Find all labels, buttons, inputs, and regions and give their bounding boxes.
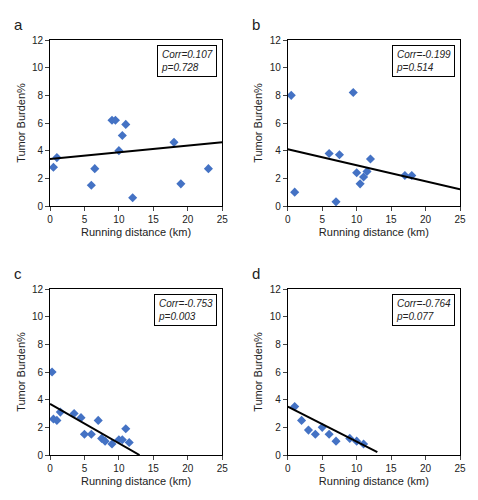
svg-text:5: 5 bbox=[82, 214, 88, 225]
svg-text:Tumor Burden%: Tumor Burden% bbox=[252, 332, 264, 412]
svg-text:25: 25 bbox=[217, 463, 229, 474]
svg-text:a: a bbox=[14, 16, 23, 33]
svg-text:2: 2 bbox=[275, 422, 281, 433]
svg-text:Corr=-0.753p=0.003: Corr=-0.753p=0.003 bbox=[158, 298, 213, 322]
svg-text:12: 12 bbox=[32, 35, 44, 46]
svg-text:Running distance (km): Running distance (km) bbox=[319, 475, 429, 487]
svg-text:Corr=0.107p=0.728: Corr=0.107p=0.728 bbox=[161, 49, 213, 73]
svg-text:25: 25 bbox=[454, 463, 466, 474]
svg-text:0: 0 bbox=[275, 450, 281, 461]
svg-text:Running distance (km): Running distance (km) bbox=[81, 226, 191, 238]
svg-text:0: 0 bbox=[37, 201, 43, 212]
svg-text:20: 20 bbox=[182, 214, 194, 225]
svg-text:8: 8 bbox=[37, 90, 43, 101]
svg-text:10: 10 bbox=[32, 311, 44, 322]
svg-text:0: 0 bbox=[285, 463, 291, 474]
svg-text:10: 10 bbox=[270, 311, 282, 322]
svg-text:12: 12 bbox=[270, 284, 282, 295]
svg-text:20: 20 bbox=[182, 463, 194, 474]
svg-text:20: 20 bbox=[420, 463, 432, 474]
svg-text:6: 6 bbox=[275, 118, 281, 129]
svg-text:25: 25 bbox=[454, 214, 466, 225]
svg-text:5: 5 bbox=[319, 463, 325, 474]
svg-text:4: 4 bbox=[275, 394, 281, 405]
svg-text:15: 15 bbox=[386, 214, 398, 225]
svg-text:15: 15 bbox=[148, 214, 160, 225]
svg-text:12: 12 bbox=[270, 35, 282, 46]
svg-text:0: 0 bbox=[47, 214, 53, 225]
svg-text:5: 5 bbox=[319, 214, 325, 225]
svg-text:0: 0 bbox=[37, 450, 43, 461]
svg-text:4: 4 bbox=[37, 145, 43, 156]
svg-text:6: 6 bbox=[37, 118, 43, 129]
svg-text:10: 10 bbox=[32, 62, 44, 73]
svg-text:d: d bbox=[252, 265, 260, 282]
svg-text:Tumor Burden%: Tumor Burden% bbox=[15, 332, 27, 412]
svg-text:20: 20 bbox=[420, 214, 432, 225]
svg-text:5: 5 bbox=[82, 463, 88, 474]
svg-text:0: 0 bbox=[47, 463, 53, 474]
svg-text:Corr=-0.199p=0.514: Corr=-0.199p=0.514 bbox=[396, 49, 451, 73]
svg-text:Tumor Burden%: Tumor Burden% bbox=[252, 83, 264, 163]
svg-text:0: 0 bbox=[275, 201, 281, 212]
svg-text:10: 10 bbox=[113, 463, 125, 474]
svg-text:6: 6 bbox=[37, 367, 43, 378]
svg-text:8: 8 bbox=[275, 339, 281, 350]
svg-text:15: 15 bbox=[386, 463, 398, 474]
svg-text:Tumor Burden%: Tumor Burden% bbox=[15, 83, 27, 163]
svg-text:8: 8 bbox=[37, 339, 43, 350]
svg-text:Running distance (km): Running distance (km) bbox=[81, 475, 191, 487]
svg-text:4: 4 bbox=[275, 145, 281, 156]
svg-text:10: 10 bbox=[113, 214, 125, 225]
svg-text:2: 2 bbox=[37, 422, 43, 433]
svg-text:Corr=-0.764p=0.077: Corr=-0.764p=0.077 bbox=[396, 298, 451, 322]
svg-text:12: 12 bbox=[32, 284, 44, 295]
svg-text:8: 8 bbox=[275, 90, 281, 101]
svg-text:15: 15 bbox=[148, 463, 160, 474]
svg-text:25: 25 bbox=[217, 214, 229, 225]
svg-text:6: 6 bbox=[275, 367, 281, 378]
svg-text:2: 2 bbox=[275, 173, 281, 184]
svg-text:10: 10 bbox=[351, 463, 363, 474]
svg-text:10: 10 bbox=[351, 214, 363, 225]
svg-text:4: 4 bbox=[37, 394, 43, 405]
svg-text:c: c bbox=[14, 265, 22, 282]
svg-text:b: b bbox=[252, 16, 260, 33]
svg-text:0: 0 bbox=[285, 214, 291, 225]
svg-text:Running distance (km): Running distance (km) bbox=[319, 226, 429, 238]
svg-text:10: 10 bbox=[270, 62, 282, 73]
svg-text:2: 2 bbox=[37, 173, 43, 184]
